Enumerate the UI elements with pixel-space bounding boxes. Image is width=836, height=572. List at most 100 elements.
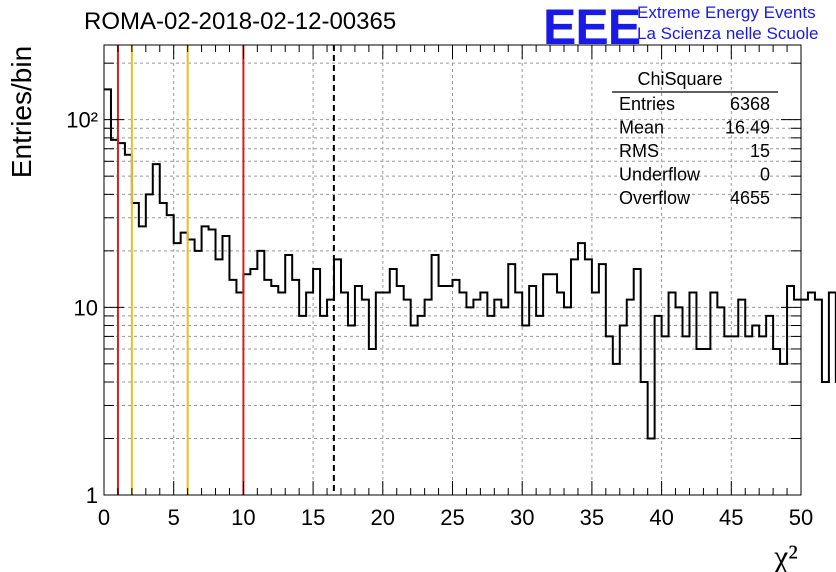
x-tick-label: 50 bbox=[789, 505, 813, 530]
histogram-bin bbox=[717, 307, 724, 495]
y-tick-label: 10² bbox=[66, 108, 98, 133]
x-tick-label: 5 bbox=[168, 505, 180, 530]
histogram-bin bbox=[216, 259, 223, 495]
histogram-bin bbox=[459, 292, 466, 495]
histogram-bin bbox=[104, 89, 111, 495]
histogram-bin bbox=[494, 300, 501, 495]
histogram-bin bbox=[480, 292, 487, 495]
histogram-bin bbox=[236, 292, 243, 495]
histogram-bin bbox=[745, 336, 752, 495]
x-tick-label: 25 bbox=[440, 505, 464, 530]
stats-value: 15 bbox=[750, 141, 770, 161]
histogram-bin bbox=[167, 215, 174, 495]
histogram-bin bbox=[620, 326, 627, 495]
histogram-bin bbox=[794, 300, 801, 495]
x-tick-label: 0 bbox=[98, 505, 110, 530]
histogram-bin bbox=[501, 307, 508, 495]
histogram-bin bbox=[662, 336, 669, 495]
x-tick-label: 35 bbox=[580, 505, 604, 530]
stats-value: 16.49 bbox=[725, 118, 770, 138]
y-tick-label: 10 bbox=[74, 295, 98, 320]
histogram-bin bbox=[432, 255, 439, 495]
chart-title: ROMA-02-2018-02-12-00365 bbox=[84, 8, 397, 35]
histogram-bin bbox=[773, 349, 780, 495]
histogram-bars bbox=[104, 88, 836, 495]
histogram-bin bbox=[606, 336, 613, 495]
histogram-bin bbox=[759, 336, 766, 495]
histogram-bin bbox=[710, 292, 717, 495]
histogram-bin bbox=[439, 286, 446, 495]
histogram-bin bbox=[627, 300, 634, 495]
histogram-bin bbox=[613, 364, 620, 495]
histogram-bin bbox=[752, 326, 759, 495]
histogram-bin bbox=[348, 326, 355, 495]
histogram-bin bbox=[383, 292, 390, 495]
x-tick-label: 45 bbox=[719, 505, 743, 530]
histogram-bin bbox=[564, 307, 571, 495]
axis-ticks bbox=[103, 45, 802, 496]
histogram-bin bbox=[397, 286, 404, 495]
histogram-bin bbox=[446, 286, 453, 495]
histogram-bin bbox=[125, 155, 132, 495]
logo-subtitle-1: Extreme Energy Events bbox=[637, 3, 816, 22]
stats-value: 0 bbox=[760, 165, 770, 185]
histogram-bin bbox=[676, 307, 683, 495]
histogram-bin bbox=[139, 226, 146, 495]
histogram-bin bbox=[334, 259, 341, 495]
histogram-bin bbox=[292, 280, 299, 495]
grid-lines bbox=[104, 45, 801, 495]
histogram-bin bbox=[229, 280, 236, 495]
histogram-bin bbox=[355, 286, 362, 495]
stats-title: ChiSquare bbox=[637, 69, 722, 89]
histogram-bin bbox=[829, 292, 836, 495]
histogram-bin bbox=[822, 382, 829, 495]
histogram-bin bbox=[146, 194, 153, 495]
histogram-bin bbox=[683, 336, 690, 495]
histogram-bin bbox=[815, 300, 822, 495]
histogram-bin bbox=[585, 259, 592, 495]
y-axis-label: Entries/bin bbox=[6, 46, 37, 178]
histogram-bin bbox=[195, 251, 202, 495]
histogram-bin bbox=[508, 264, 515, 495]
reference-lines bbox=[116, 45, 335, 495]
x-tick-label: 30 bbox=[510, 505, 534, 530]
histogram-bin bbox=[738, 300, 745, 495]
histogram-bin bbox=[689, 292, 696, 495]
x-tick-label: 10 bbox=[231, 505, 255, 530]
histogram-bin bbox=[111, 140, 118, 495]
stats-label: Underflow bbox=[619, 165, 701, 185]
histogram-bin bbox=[780, 364, 787, 495]
histogram-bin bbox=[453, 280, 460, 495]
histogram-bin bbox=[278, 292, 285, 495]
histogram-bin bbox=[473, 300, 480, 495]
histogram-bin bbox=[515, 292, 522, 495]
x-tick-label: 15 bbox=[301, 505, 325, 530]
histogram-bin bbox=[466, 307, 473, 495]
histogram-bin bbox=[209, 229, 216, 495]
histogram-bin bbox=[285, 255, 292, 495]
histogram-bin bbox=[529, 286, 536, 495]
histogram-bin bbox=[592, 292, 599, 495]
stats-label: Entries bbox=[619, 94, 675, 114]
stats-label: Mean bbox=[619, 118, 664, 138]
histogram-bin bbox=[648, 439, 655, 495]
histogram-bin bbox=[264, 280, 271, 495]
histogram-bin bbox=[376, 292, 383, 495]
histogram-bin bbox=[669, 292, 676, 495]
histogram-bin bbox=[425, 300, 432, 495]
histogram-bin bbox=[174, 243, 181, 495]
histogram-bin bbox=[703, 349, 710, 495]
histogram-bin bbox=[557, 292, 564, 495]
stats-label: RMS bbox=[619, 141, 659, 161]
histogram-bin bbox=[257, 251, 264, 495]
x-tick-label: 20 bbox=[371, 505, 395, 530]
histogram-bin bbox=[306, 292, 313, 495]
x-tick-labels: 0 5 10 15 20 25 30 35 40 45 50 bbox=[98, 505, 813, 530]
histogram-bin bbox=[571, 259, 578, 495]
histogram-bin bbox=[118, 143, 125, 495]
histogram-bin bbox=[369, 349, 376, 495]
histogram-bin bbox=[724, 336, 731, 495]
stats-label: Overflow bbox=[619, 188, 691, 208]
histogram-bin bbox=[801, 300, 808, 495]
